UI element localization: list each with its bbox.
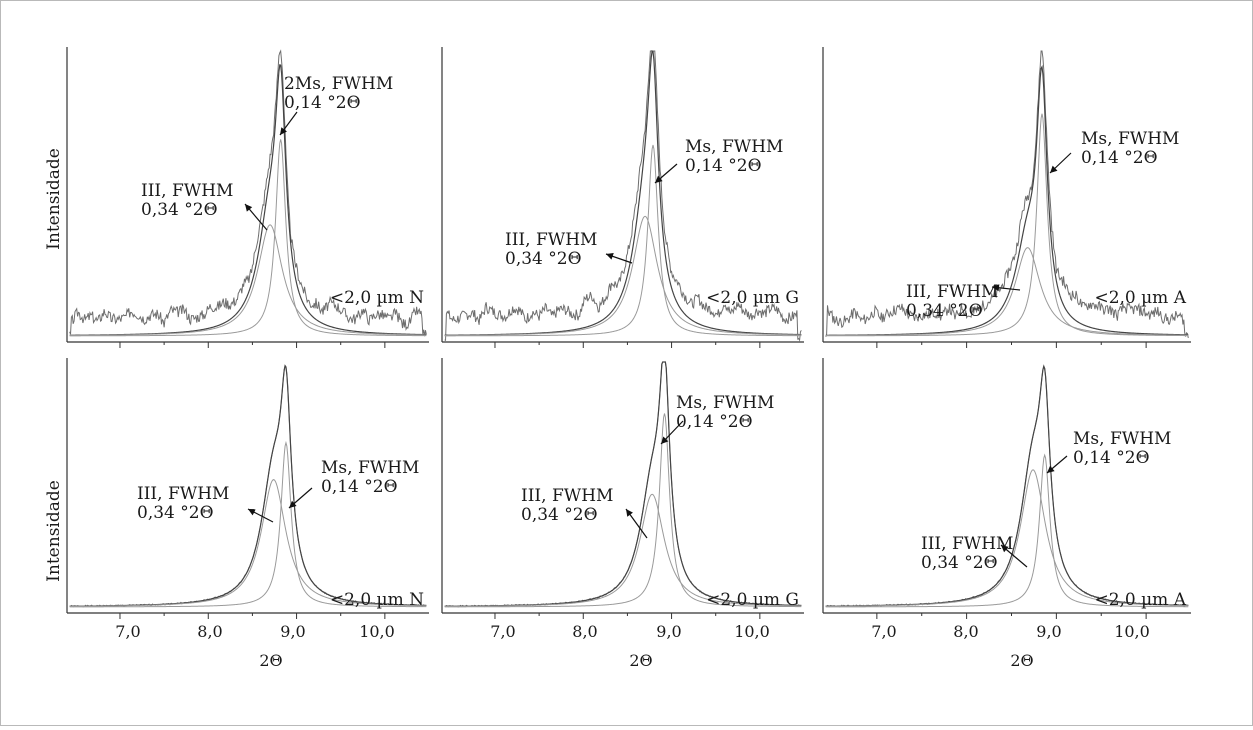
xtick-label: 8,0 <box>953 622 978 641</box>
xticks-col1: 7,0 8,0 9,0 10,0 <box>490 622 770 641</box>
fwhm-value: 0,14 °2Θ <box>284 93 361 113</box>
annotation-arrow-head <box>245 204 253 212</box>
xlabel-col1: 2Θ <box>629 651 652 670</box>
fwhm-value: 0,34 °2Θ <box>906 301 983 321</box>
muscovite-peak-line <box>69 139 427 337</box>
peak-label: Ms, FWHM <box>321 458 419 478</box>
muscovite-peak-line <box>444 144 802 337</box>
fwhm-value: 0,34 °2Θ <box>921 553 998 573</box>
xticks-col0: 7,0 8,0 9,0 10,0 <box>115 622 395 641</box>
xlabel-col2: 2Θ <box>1010 651 1033 670</box>
xtick-label: 9,0 <box>656 622 681 641</box>
xtick-label: 10,0 <box>359 622 395 641</box>
peak-label: Ms, FWHM <box>1081 129 1179 149</box>
peak-label: III, FWHM <box>137 484 229 504</box>
muscovite-peak-line <box>444 413 802 608</box>
fwhm-value: 0,34 °2Θ <box>141 200 218 220</box>
annotation-arrow-head <box>248 509 256 516</box>
sample-label: <2,0 µm G <box>706 288 799 308</box>
illite-peak-line <box>444 215 802 336</box>
annotation-arrow-head <box>1047 465 1055 473</box>
muscovite-peak-line <box>825 453 1189 608</box>
sample-label: <2,0 µm N <box>330 288 424 308</box>
muscovite-peak-line <box>69 440 427 608</box>
fwhm-value: 0,14 °2Θ <box>321 477 398 497</box>
xtick-label: 7,0 <box>871 622 896 641</box>
muscovite-peak-line <box>825 113 1189 337</box>
xtick-label: 7,0 <box>115 622 140 641</box>
annotation-arrow-head <box>289 500 297 508</box>
observed-pattern-line <box>69 49 427 337</box>
annotation-arrow-head <box>626 509 633 517</box>
annotation-arrow-head <box>280 127 287 135</box>
peak-label: Ms, FWHM <box>685 137 783 157</box>
xlabel-col0: 2Θ <box>259 651 282 670</box>
illite-peak-line <box>69 479 427 607</box>
xtick-label: 8,0 <box>197 622 222 641</box>
sample-label: <2,0 µm A <box>1094 288 1186 308</box>
annotation-arrow-head <box>606 252 614 260</box>
xtick-label: 10,0 <box>1114 622 1150 641</box>
peak-label: III, FWHM <box>505 230 597 250</box>
xtick-label: 8,0 <box>572 622 597 641</box>
observed-pattern-line <box>444 50 802 342</box>
peak-label: Ms, FWHM <box>676 393 774 413</box>
peak-label: III, FWHM <box>521 486 613 506</box>
xtick-label: 9,0 <box>280 622 305 641</box>
observed-pattern-line <box>825 364 1189 608</box>
fwhm-value: 0,14 °2Θ <box>1081 148 1158 168</box>
annotation-arrow-head <box>992 284 1000 292</box>
xtick-label: 7,0 <box>490 622 515 641</box>
illite-peak-line <box>825 247 1189 336</box>
peak-label: III, FWHM <box>141 181 233 201</box>
xtick-label: 10,0 <box>734 622 770 641</box>
peak-label: III, FWHM <box>921 534 1013 554</box>
sample-label: <2,0 µm N <box>330 590 424 610</box>
xticks-col2: 7,0 8,0 9,0 10,0 <box>871 622 1150 641</box>
fwhm-value: 0,14 °2Θ <box>685 156 762 176</box>
illite-peak-line <box>69 224 427 336</box>
illite-peak-line <box>444 493 802 607</box>
sample-label: <2,0 µm A <box>1094 590 1186 610</box>
peak-label: Ms, FWHM <box>1073 429 1171 449</box>
peak-label: 2Ms, FWHM <box>284 74 393 94</box>
fitted-sum-line <box>825 364 1189 607</box>
fwhm-value: 0,14 °2Θ <box>1073 448 1150 468</box>
fwhm-value: 0,34 °2Θ <box>137 503 214 523</box>
sample-label: <2,0 µm G <box>706 590 799 610</box>
observed-pattern-line <box>825 50 1189 339</box>
fwhm-value: 0,34 °2Θ <box>505 249 582 269</box>
annotation-arrow-head <box>1050 165 1058 173</box>
annotation-arrow-head <box>1001 545 1009 553</box>
annotation-arrow-head <box>655 175 663 183</box>
annotation-arrow-head <box>661 436 669 444</box>
fwhm-value: 0,34 °2Θ <box>521 505 598 525</box>
ylabel-bottom: Intensidade <box>44 480 64 582</box>
fwhm-value: 0,14 °2Θ <box>676 412 753 432</box>
ylabel-top: Intensidade <box>44 148 64 250</box>
xtick-label: 9,0 <box>1036 622 1061 641</box>
illite-peak-line <box>825 469 1189 607</box>
peak-label: III, FWHM <box>906 282 998 302</box>
